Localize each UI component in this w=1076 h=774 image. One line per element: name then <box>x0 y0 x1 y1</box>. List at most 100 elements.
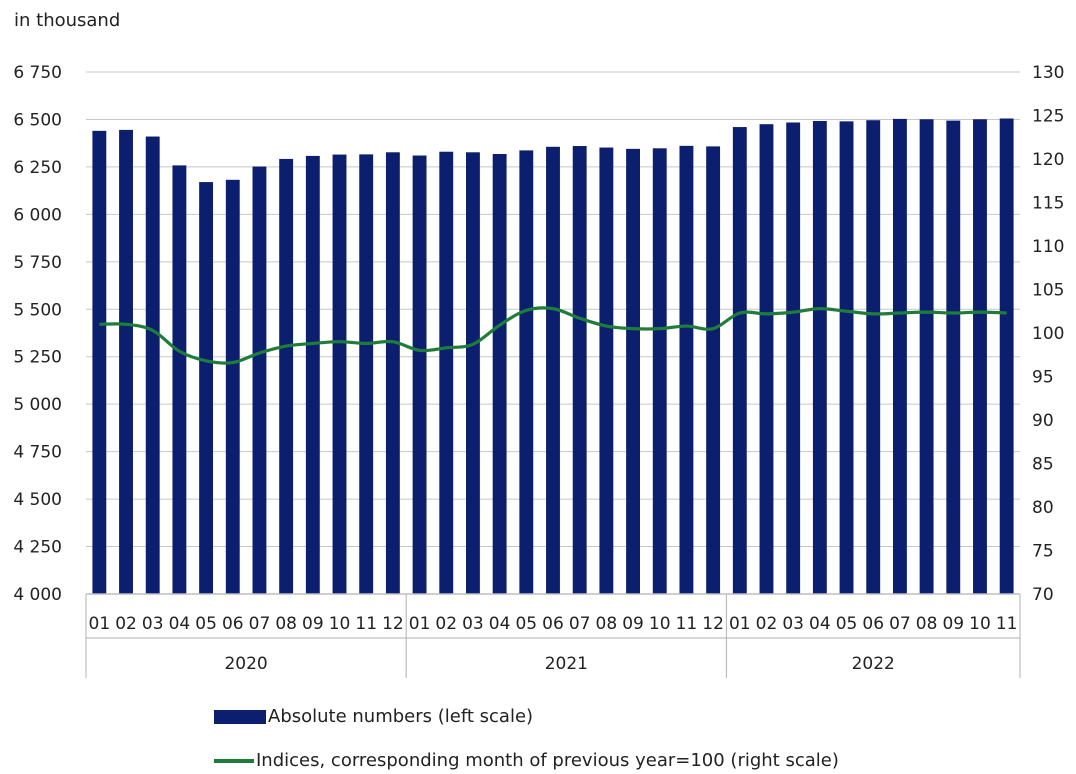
month-label: 11 <box>355 614 377 634</box>
month-label: 10 <box>649 614 671 634</box>
right-tick-label: 125 <box>1032 107 1064 127</box>
bar <box>626 148 640 595</box>
bar <box>199 182 214 594</box>
bar <box>572 146 587 594</box>
bar <box>225 179 240 595</box>
bar <box>546 146 560 594</box>
month-label: 08 <box>916 614 938 634</box>
legend-bar-label: Absolute numbers (left scale) <box>268 706 534 727</box>
right-tick-label: 120 <box>1032 150 1064 170</box>
month-label: 10 <box>969 614 991 634</box>
month-label: 01 <box>409 614 431 634</box>
month-label: 04 <box>489 614 511 634</box>
legend-item-bars: Absolute numbers (left scale) <box>214 706 533 727</box>
month-label: 07 <box>569 614 591 634</box>
bar <box>332 154 347 594</box>
right-tick-label: 105 <box>1032 281 1064 301</box>
bar <box>279 158 294 595</box>
month-label: 07 <box>889 614 911 634</box>
month-label: 09 <box>302 614 324 634</box>
bar <box>492 154 507 594</box>
bar <box>652 148 667 594</box>
bar <box>786 122 801 594</box>
bar <box>732 127 747 594</box>
left-tick-label: 4 250 <box>13 538 62 558</box>
right-tick-label: 80 <box>1032 498 1054 518</box>
bar <box>679 145 694 594</box>
left-tick-label: 6 500 <box>13 110 62 130</box>
month-label: 05 <box>515 614 537 634</box>
month-label: 11 <box>676 614 698 634</box>
month-label: 06 <box>862 614 884 634</box>
chart: 4 000 4 250 4 500 4 750 5 000 5 250 5 500 5 750… <box>13 63 1064 678</box>
month-label: 01 <box>89 614 111 634</box>
left-tick-label: 5 000 <box>13 395 62 415</box>
unit-label: in thousand <box>14 10 121 31</box>
month-label: 11 <box>996 614 1018 634</box>
bar <box>92 130 107 595</box>
month-label: 06 <box>542 614 564 634</box>
month-label: 02 <box>435 614 457 634</box>
right-tick-label: 130 <box>1032 63 1064 83</box>
bar <box>919 119 934 595</box>
month-label: 09 <box>942 614 964 634</box>
month-label: 10 <box>329 614 351 634</box>
month-label: 12 <box>702 614 724 634</box>
month-label: 03 <box>782 614 804 634</box>
bar <box>973 119 987 595</box>
month-label: 01 <box>729 614 751 634</box>
bar <box>145 136 160 594</box>
left-tick-label: 6 000 <box>13 205 62 225</box>
left-tick-label: 6 750 <box>13 63 62 83</box>
left-tick-label: 5 500 <box>13 300 62 320</box>
bar <box>599 147 614 594</box>
year-label: 2021 <box>545 654 588 674</box>
month-label: 03 <box>142 614 164 634</box>
month-label: 08 <box>275 614 297 634</box>
legend-bar-swatch <box>214 709 266 724</box>
bar <box>759 124 774 594</box>
bar <box>706 146 721 594</box>
bar <box>466 152 480 594</box>
right-tick-label: 100 <box>1032 324 1064 344</box>
left-tick-label: 4 750 <box>13 443 62 463</box>
month-label: 12 <box>382 614 404 634</box>
right-tick-label: 95 <box>1032 368 1054 388</box>
right-tick-label: 85 <box>1032 455 1054 475</box>
bar <box>385 152 400 594</box>
month-label: 04 <box>809 614 831 634</box>
bar <box>252 166 267 594</box>
legend-line-label: Indices, corresponding month of previous… <box>256 750 839 771</box>
bar <box>305 155 320 594</box>
month-label: 04 <box>169 614 191 634</box>
bar <box>119 129 133 595</box>
bar <box>359 154 374 594</box>
bar <box>172 165 187 594</box>
month-label: 07 <box>249 614 271 634</box>
year-label: 2022 <box>852 654 895 674</box>
month-label: 06 <box>222 614 244 634</box>
bar <box>999 118 1014 594</box>
right-tick-label: 115 <box>1032 194 1064 214</box>
month-label: 02 <box>115 614 137 634</box>
bar <box>519 150 534 595</box>
right-tick-label: 110 <box>1032 237 1064 257</box>
left-tick-label: 4 000 <box>13 585 62 605</box>
index-line <box>99 306 1007 365</box>
bar <box>412 155 427 594</box>
left-tick-label: 4 500 <box>13 490 62 510</box>
legend-item-line: Indices, corresponding month of previous… <box>214 750 839 771</box>
right-tick-label: 75 <box>1032 542 1054 562</box>
month-label: 02 <box>756 614 778 634</box>
right-tick-label: 90 <box>1032 411 1054 431</box>
bar <box>946 120 961 595</box>
left-tick-label: 5 750 <box>13 253 62 273</box>
bar <box>812 120 827 595</box>
bar <box>892 118 907 594</box>
year-label: 2020 <box>224 654 267 674</box>
bar <box>866 120 881 595</box>
legend-line-swatch <box>214 758 254 763</box>
left-tick-label: 5 250 <box>13 348 62 368</box>
month-label: 08 <box>596 614 618 634</box>
left-tick-label: 6 250 <box>13 158 62 178</box>
